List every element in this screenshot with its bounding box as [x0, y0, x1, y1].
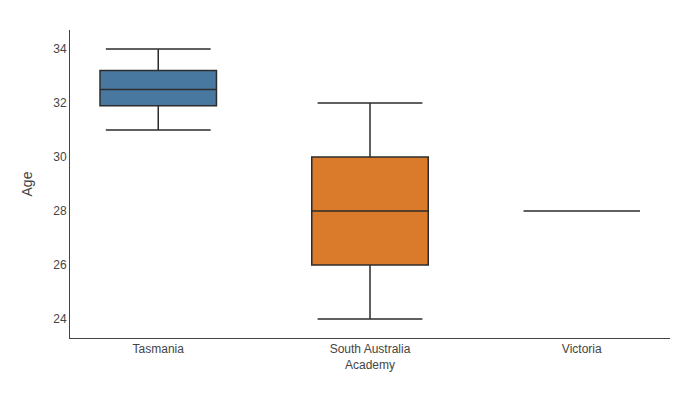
svg-text:24: 24 [53, 312, 67, 326]
svg-text:32: 32 [53, 96, 67, 110]
svg-text:South AustraliaAcademy: South AustraliaAcademy [330, 342, 411, 372]
svg-text:26: 26 [53, 258, 67, 272]
svg-text:30: 30 [53, 150, 67, 164]
svg-text:Tasmania: Tasmania [133, 342, 185, 356]
svg-text:Victoria: Victoria [562, 342, 602, 356]
svg-text:34: 34 [53, 42, 67, 56]
svg-text:Age: Age [19, 171, 35, 196]
svg-text:28: 28 [53, 204, 67, 218]
